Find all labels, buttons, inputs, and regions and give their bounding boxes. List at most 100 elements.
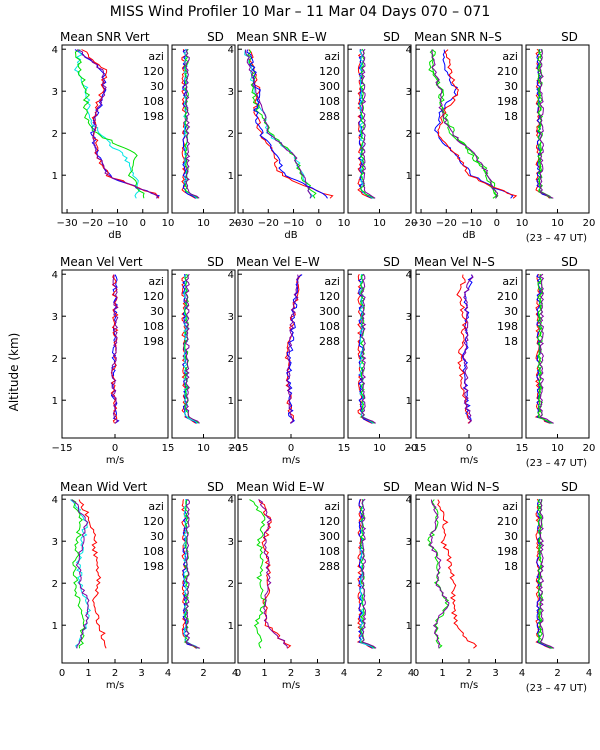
sd-lines	[535, 48, 554, 199]
profile-line-120	[248, 49, 334, 199]
y-tick-label: 2	[406, 354, 412, 365]
x-tick-label: −15	[51, 443, 72, 454]
y-tick-label: 4	[52, 45, 58, 56]
sd-plot-title: SD	[207, 480, 224, 494]
x-axis-label: dB	[284, 230, 297, 241]
x-tick-label: 20	[405, 218, 418, 229]
sd-line	[361, 498, 377, 649]
profile-line-overlay	[428, 499, 450, 649]
utc-note: (23 – 47 UT)	[526, 458, 587, 469]
sd-line	[184, 273, 200, 424]
x-tick-label: 0	[235, 668, 241, 679]
y-tick-label: 4	[406, 45, 412, 56]
sd-plot-title: SD	[207, 30, 224, 44]
profile-line-198	[71, 499, 86, 649]
legend-entry: 108	[319, 320, 340, 333]
legend-entry: 108	[319, 545, 340, 558]
y-tick-label: 3	[406, 312, 412, 323]
y-tick-label: 2	[228, 579, 234, 590]
sd-line	[539, 48, 554, 199]
x-axis-label: m/s	[106, 455, 124, 466]
y-tick-label: 2	[228, 129, 234, 140]
profile-lines	[427, 499, 478, 649]
y-tick-label: 3	[406, 87, 412, 98]
legend-heading: azi	[502, 275, 518, 288]
sd-lines	[181, 498, 201, 649]
panel-snr-2: Mean SNR N–S 1 2 3 4 −30 −20 −10 0 10 dB azi 210 30 19…	[406, 30, 596, 241]
sd-plot-frame	[525, 44, 590, 214]
x-tick-label: 4	[408, 668, 414, 679]
sd-plot-title: SD	[207, 255, 224, 269]
x-axis-label: m/s	[460, 680, 478, 691]
legend-entry: 198	[143, 110, 164, 123]
legend-entry: 108	[143, 545, 164, 558]
sd-line	[361, 48, 376, 199]
sd-line	[358, 49, 373, 199]
legend-entry: 120	[319, 290, 340, 303]
profile-lines	[244, 49, 334, 199]
sd-plot-frame	[525, 494, 590, 664]
x-tick-label: 3	[138, 668, 144, 679]
x-tick-label: −30	[410, 218, 431, 229]
y-tick-label: 4	[228, 45, 234, 56]
profile-line-overlay	[462, 274, 474, 424]
legend-entry: 210	[497, 515, 518, 528]
legend-heading: azi	[148, 50, 164, 63]
legend-heading: azi	[148, 275, 164, 288]
profile-line-288	[249, 499, 267, 649]
legend-entry: 210	[497, 290, 518, 303]
y-tick-label: 4	[228, 270, 234, 281]
x-tick-label: 1	[439, 668, 445, 679]
legend-heading: azi	[324, 50, 340, 63]
mean-plot-title: Mean SNR E–W	[236, 30, 327, 44]
x-tick-label: 2	[376, 668, 382, 679]
x-tick-label: 2	[288, 668, 294, 679]
profile-line-30	[434, 49, 514, 199]
x-tick-label: −30	[56, 218, 77, 229]
x-axis-label: dB	[108, 230, 121, 241]
sd-lines	[535, 498, 555, 649]
sd-line	[536, 273, 552, 424]
sd-plot-frame	[347, 269, 412, 439]
x-tick-label: 10	[162, 218, 175, 229]
x-tick-label: 15	[516, 443, 529, 454]
y-tick-label: 3	[228, 87, 234, 98]
sd-line	[537, 49, 552, 199]
legend-entry: 120	[143, 290, 164, 303]
x-tick-label: 2	[466, 668, 472, 679]
x-axis-label: m/s	[460, 455, 478, 466]
x-tick-label: 2	[200, 668, 206, 679]
x-tick-label: 20	[229, 443, 242, 454]
x-tick-label: −20	[258, 218, 279, 229]
profile-lines	[73, 49, 161, 199]
legend-entry: 30	[150, 305, 164, 318]
legend-entry: 108	[143, 95, 164, 108]
x-axis-label: m/s	[106, 680, 124, 691]
y-tick-label: 4	[52, 495, 58, 506]
legend-entry: 300	[319, 305, 340, 318]
mean-plot-frame	[61, 44, 169, 214]
sd-line	[538, 274, 554, 424]
y-tick-label: 2	[228, 354, 234, 365]
legend-entry: 108	[143, 320, 164, 333]
profile-lines	[110, 274, 120, 424]
sd-plot-title: SD	[561, 480, 578, 494]
y-tick-label: 3	[228, 312, 234, 323]
y-tick-label: 2	[52, 354, 58, 365]
x-tick-label: 20	[405, 443, 418, 454]
x-tick-label: 3	[492, 668, 498, 679]
x-tick-label: 10	[373, 218, 386, 229]
sd-line	[183, 498, 200, 649]
legend-heading: azi	[502, 500, 518, 513]
sd-line	[357, 274, 374, 424]
legend-entry: 288	[319, 110, 340, 123]
y-tick-label: 1	[52, 396, 58, 407]
y-tick-label: 2	[52, 129, 58, 140]
legend-entry: 300	[319, 530, 340, 543]
sd-line	[184, 48, 199, 199]
y-tick-label: 2	[52, 579, 58, 590]
profile-line-120	[81, 49, 160, 199]
sd-line	[185, 498, 201, 649]
